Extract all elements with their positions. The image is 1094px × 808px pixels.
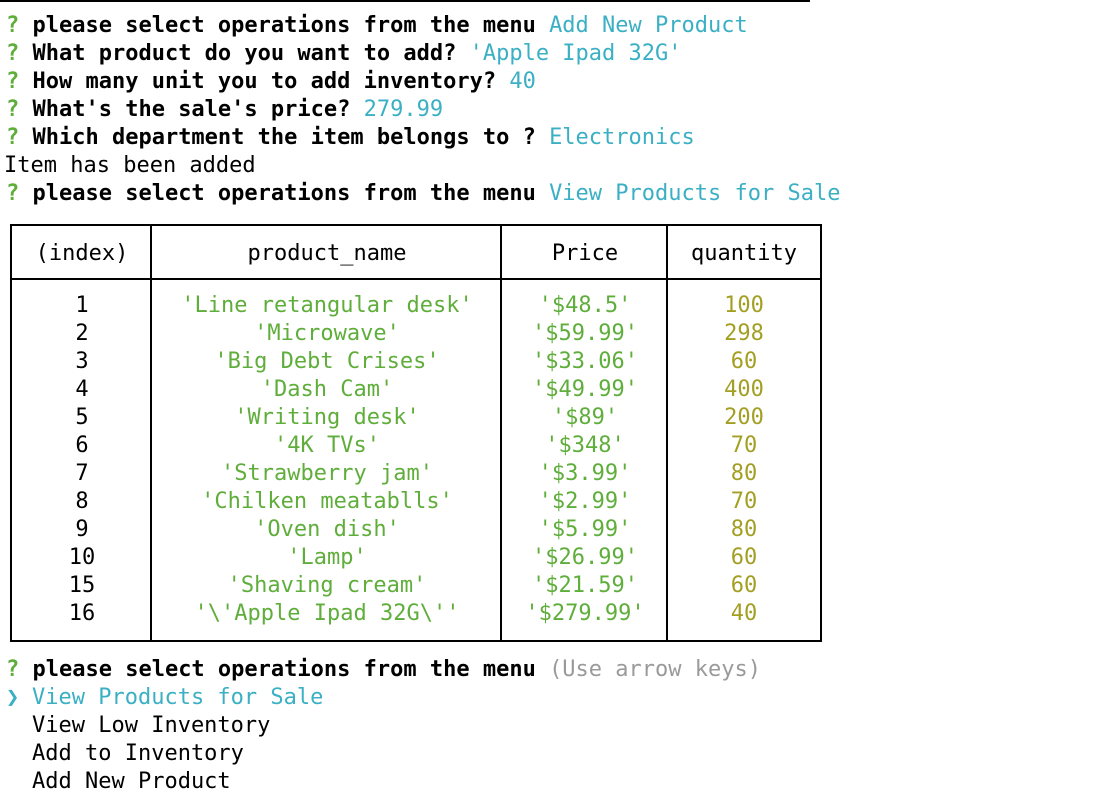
cell-price: '$59.99' bbox=[502, 320, 668, 348]
menu-item-label: View Products for Sale bbox=[32, 685, 323, 710]
cell-product-name: 'Shaving cream' bbox=[152, 572, 502, 600]
cell-quantity: 60 bbox=[668, 348, 820, 376]
prompt-answer: 40 bbox=[509, 69, 536, 94]
cell-product-name: 'Big Debt Crises' bbox=[152, 348, 502, 376]
cell-price: '$33.06' bbox=[502, 348, 668, 376]
prompt-answer: Electronics bbox=[549, 125, 695, 150]
menu-item[interactable]: ❯ View Products for Sale bbox=[6, 684, 323, 712]
selection-pointer-icon: ❯ bbox=[6, 684, 32, 712]
history-line-3: ? How many unit you to add inventory? 40 bbox=[6, 68, 536, 96]
cell-index: 15 bbox=[12, 572, 152, 600]
cell-quantity: 70 bbox=[668, 432, 820, 460]
prompt-question-mark: ? bbox=[6, 69, 19, 94]
scrollback-divider bbox=[0, 0, 810, 2]
cell-price: '$2.99' bbox=[502, 488, 668, 516]
cell-index: 8 bbox=[12, 488, 152, 516]
prompt-text: please select operations from the menu bbox=[19, 13, 549, 38]
table-header-product-name: product_name bbox=[152, 234, 502, 274]
cell-quantity: 80 bbox=[668, 460, 820, 488]
prompt-answer: Add New Product bbox=[549, 13, 748, 38]
second-prompt-line: ? please select operations from the menu… bbox=[6, 180, 840, 208]
cell-product-name: 'Chilken meatablls' bbox=[152, 488, 502, 516]
cell-price: '$49.99' bbox=[502, 376, 668, 404]
prompt-answer: View Products for Sale bbox=[549, 181, 840, 206]
menu-prompt-line: ? please select operations from the menu… bbox=[6, 656, 761, 684]
menu-item[interactable]: Add New Product bbox=[6, 768, 231, 796]
cell-index: 1 bbox=[12, 292, 152, 320]
cell-index: 3 bbox=[12, 348, 152, 376]
prompt-text: please select operations from the menu bbox=[19, 181, 549, 206]
menu-item-label: Add to Inventory bbox=[32, 741, 244, 766]
products-table: (index) product_name Price quantity 1 'Li… bbox=[10, 224, 822, 642]
prompt-answer: 'Apple Ipad 32G' bbox=[470, 41, 682, 66]
prompt-hint: (Use arrow keys) bbox=[549, 657, 761, 682]
cell-price: '$279.99' bbox=[502, 600, 668, 628]
cell-index: 10 bbox=[12, 544, 152, 572]
history-line-5: ? Which department the item belongs to ?… bbox=[6, 124, 695, 152]
prompt-question-mark: ? bbox=[6, 181, 19, 206]
cell-product-name: 'Strawberry jam' bbox=[152, 460, 502, 488]
cell-price: '$348' bbox=[502, 432, 668, 460]
prompt-question-mark: ? bbox=[6, 41, 19, 66]
cell-price: '$48.5' bbox=[502, 292, 668, 320]
cell-product-name: '4K TVs' bbox=[152, 432, 502, 460]
cell-quantity: 298 bbox=[668, 320, 820, 348]
prompt-question-mark: ? bbox=[6, 13, 19, 38]
cell-quantity: 40 bbox=[668, 600, 820, 628]
cell-index: 2 bbox=[12, 320, 152, 348]
prompt-text: How many unit you to add inventory? bbox=[19, 69, 509, 94]
status-message: Item has been added bbox=[4, 152, 256, 180]
prompt-text: What's the sale's price? bbox=[19, 97, 363, 122]
cell-product-name: 'Lamp' bbox=[152, 544, 502, 572]
cell-index: 6 bbox=[12, 432, 152, 460]
history-line-1: ? please select operations from the menu… bbox=[6, 12, 748, 40]
prompt-answer: 279.99 bbox=[364, 97, 443, 122]
prompt-text: please select operations from the menu bbox=[19, 657, 549, 682]
cell-quantity: 60 bbox=[668, 544, 820, 572]
prompt-text: What product do you want to add? bbox=[19, 41, 469, 66]
cell-quantity: 70 bbox=[668, 488, 820, 516]
cell-quantity: 100 bbox=[668, 292, 820, 320]
cell-product-name: 'Writing desk' bbox=[152, 404, 502, 432]
cell-price: '$21.59' bbox=[502, 572, 668, 600]
menu-item[interactable]: Add to Inventory bbox=[6, 740, 244, 768]
menu-item-label: Add New Product bbox=[32, 769, 231, 794]
table-header-price: Price bbox=[502, 234, 668, 274]
cell-quantity: 60 bbox=[668, 572, 820, 600]
history-line-2: ? What product do you want to add? 'Appl… bbox=[6, 40, 682, 68]
prompt-question-mark: ? bbox=[6, 125, 19, 150]
table-header-divider bbox=[12, 278, 820, 280]
cell-product-name: '\'Apple Ipad 32G\'' bbox=[152, 600, 502, 628]
cell-quantity: 80 bbox=[668, 516, 820, 544]
cell-price: '$3.99' bbox=[502, 460, 668, 488]
cell-index: 4 bbox=[12, 376, 152, 404]
history-line-4: ? What's the sale's price? 279.99 bbox=[6, 96, 443, 124]
cell-price: '$89' bbox=[502, 404, 668, 432]
cell-price: '$26.99' bbox=[502, 544, 668, 572]
cell-product-name: 'Line retangular desk' bbox=[152, 292, 502, 320]
prompt-text: Which department the item belongs to ? bbox=[19, 125, 549, 150]
cell-price: '$5.99' bbox=[502, 516, 668, 544]
cell-product-name: 'Dash Cam' bbox=[152, 376, 502, 404]
cell-index: 7 bbox=[12, 460, 152, 488]
cell-index: 16 bbox=[12, 600, 152, 628]
cell-index: 5 bbox=[12, 404, 152, 432]
menu-item-label: View Low Inventory bbox=[32, 713, 270, 738]
cell-quantity: 400 bbox=[668, 376, 820, 404]
prompt-question-mark: ? bbox=[6, 657, 19, 682]
table-header-quantity: quantity bbox=[668, 234, 820, 274]
cell-product-name: 'Oven dish' bbox=[152, 516, 502, 544]
table-header-index: (index) bbox=[12, 234, 152, 274]
cell-quantity: 200 bbox=[668, 404, 820, 432]
cell-product-name: 'Microwave' bbox=[152, 320, 502, 348]
cell-index: 9 bbox=[12, 516, 152, 544]
menu-item[interactable]: View Low Inventory bbox=[6, 712, 270, 740]
prompt-question-mark: ? bbox=[6, 97, 19, 122]
